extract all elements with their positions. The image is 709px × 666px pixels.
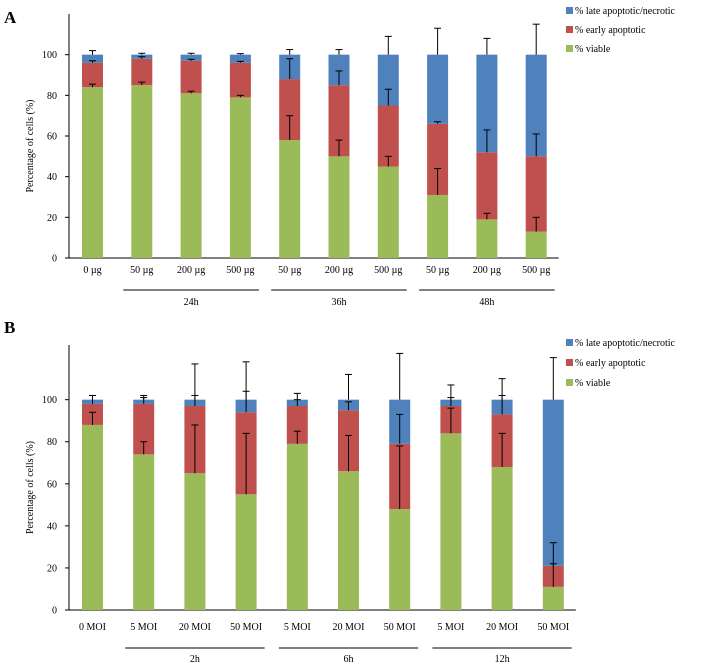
x-tick-label: 500 µg [522,265,550,276]
x-tick-label: 50 MOI [537,622,569,633]
group-label: 12h [495,654,510,665]
legend-label-early: % early apoptotic [575,358,646,369]
bar-segment-viable [377,166,399,258]
legend-label-viable: % viable [575,44,611,55]
y-tick-label: 80 [47,437,57,448]
y-tick-label: 0 [52,254,57,265]
bar-segment-early [180,60,202,94]
bar-segment-early [476,152,498,220]
bar-segment-viable [229,97,251,258]
y-tick-label: 100 [42,395,57,406]
bar-segment-viable [427,194,449,258]
x-tick-label: 50 µg [278,265,301,276]
chart-panel-b: 0 20 40 60 80 100 Percentage of cells (%) 0 MOI… [25,338,676,665]
bar-segment-viable [279,140,301,258]
bar-segment-early [525,156,547,232]
x-tick-label: 0 µg [83,265,101,276]
y-tick-label: 40 [47,521,57,532]
group-label: 2h [190,654,200,665]
bar-segment-late [427,54,449,124]
bar-segment-late [525,54,547,157]
legend-swatch-late [566,339,573,346]
bar-segment-early [82,62,103,88]
y-tick-label: 60 [47,479,57,490]
bar-segment-viable [525,231,547,258]
legend-swatch-early [566,359,573,366]
bar-segment-early [131,58,153,86]
bar-segment-viable [286,443,308,610]
x-tick-label: 0 MOI [79,622,106,633]
y-axis-label: Percentage of cells (%) [25,441,36,534]
bar-segment-viable [338,471,359,610]
y-tick-label: 100 [42,50,57,61]
bar-segment-late [229,54,251,63]
legend-label-late: % late apoptotic/necrotic [575,338,676,349]
panel-letter-a: A [4,8,17,27]
bar-segment-early [133,403,155,455]
legend-swatch-viable [566,45,573,52]
bar-segment-viable [235,494,257,610]
legend-label-viable: % viable [575,378,611,389]
bar-segment-viable [133,454,155,610]
bar-segment-viable [542,586,564,610]
x-tick-label: 5 MOI [437,622,464,633]
legend-label-early: % early apoptotic [575,25,646,36]
x-tick-label: 200 µg [177,265,205,276]
bar-segment-early [328,85,350,157]
x-tick-label: 50 µg [130,265,153,276]
bar-segment-late [542,399,564,566]
x-tick-label: 500 µg [226,265,254,276]
legend-swatch-late [566,7,573,14]
bar-segment-late [180,54,202,61]
bar-segment-viable [180,93,202,258]
x-tick-label: 20 MOI [333,622,365,633]
x-tick-label: 50 MOI [230,622,262,633]
y-axis-label: Percentage of cells (%) [25,99,36,192]
bar-segment-viable [389,509,411,610]
x-tick-label: 200 µg [473,265,501,276]
x-tick-label: 200 µg [325,265,353,276]
bar-segment-late [328,54,350,86]
bar-segment-early [427,123,449,195]
y-tick-label: 0 [52,606,57,617]
bar-segment-viable [131,85,153,259]
legend-label-late: % late apoptotic/necrotic [575,6,676,17]
x-tick-label: 5 MOI [130,622,157,633]
bar-segment-late [82,54,103,63]
x-tick-label: 500 µg [374,265,402,276]
bar-segment-viable [440,433,462,610]
x-tick-label: 20 MOI [179,622,211,633]
y-tick-label: 60 [47,132,57,143]
panel-letter-b: B [4,318,15,337]
bar-segment-viable [476,219,498,258]
group-label: 36h [332,297,347,308]
x-tick-label: 50 MOI [384,622,416,633]
y-tick-label: 20 [47,563,57,574]
bar-segment-viable [491,466,513,610]
bar-segment-viable [82,87,103,258]
group-label: 48h [479,297,494,308]
bar-segment-late [476,54,498,153]
bar-segment-early [229,62,251,98]
group-label: 6h [344,654,354,665]
chart-panel-a: 0 20 40 60 80 100 Percentage of cells (%) 0 µg 5… [25,6,676,308]
x-tick-label: 5 MOI [284,622,311,633]
bar-segment-viable [184,473,206,610]
bar-segment-viable [328,156,350,258]
bar-segment-early [279,79,301,141]
y-tick-label: 80 [47,91,57,102]
legend-swatch-early [566,26,573,33]
y-tick-label: 20 [47,213,57,224]
y-tick-label: 40 [47,172,57,183]
x-tick-label: 50 µg [426,265,449,276]
bar-segment-late [377,54,399,106]
bar-segment-early [377,105,399,167]
bar-segment-viable [82,424,103,610]
group-label: 24h [184,297,199,308]
legend-swatch-viable [566,379,573,386]
x-tick-label: 20 MOI [486,622,518,633]
bar-segment-early [286,405,308,444]
